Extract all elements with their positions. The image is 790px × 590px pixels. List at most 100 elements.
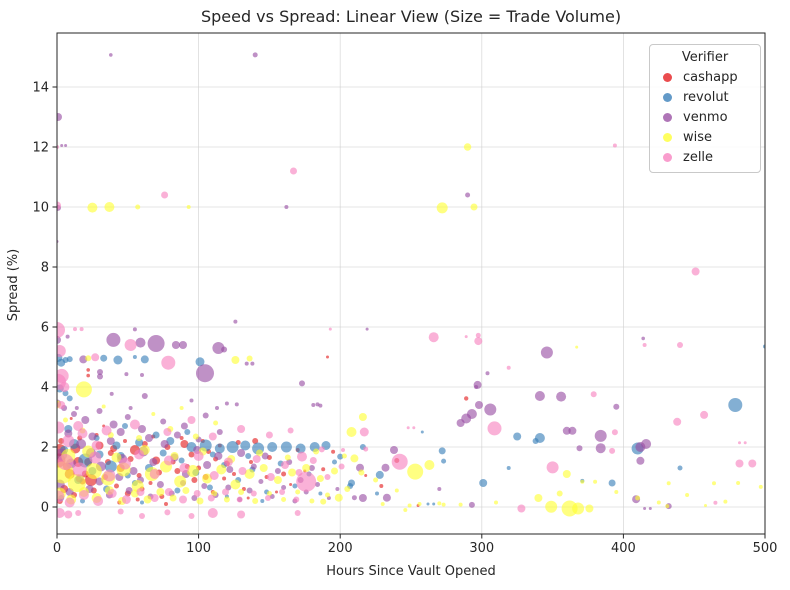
scatter-point [91, 440, 102, 451]
scatter-point [214, 452, 223, 460]
scatter-point [666, 481, 671, 486]
scatter-point [232, 472, 236, 476]
legend-title: Verifier [681, 50, 729, 65]
scatter-point [437, 487, 442, 491]
scatter-point [265, 495, 271, 501]
scatter-point [79, 355, 88, 364]
scatter-point [321, 467, 326, 472]
scatter-point [124, 339, 137, 351]
scatter-point [57, 490, 65, 503]
scatter-point [123, 439, 127, 443]
scatter-point [150, 494, 159, 502]
scatter-point [513, 432, 522, 441]
legend-item-venmo: venmo [656, 107, 754, 127]
scatter-point [403, 508, 408, 512]
scatter-point [223, 457, 233, 467]
scatter-point [311, 403, 316, 407]
scatter-point [87, 202, 98, 213]
scatter-point [226, 466, 234, 473]
scatter-point [252, 498, 259, 504]
scatter-point [595, 443, 606, 454]
scatter-point [173, 431, 181, 439]
scatter-point [517, 504, 526, 513]
scatter-point [365, 327, 369, 331]
scatter-point [107, 489, 117, 498]
scatter-point [174, 475, 187, 488]
scatter-point [373, 477, 379, 483]
scatter-point [134, 449, 145, 460]
scatter-point [561, 500, 578, 517]
scatter-point [195, 357, 205, 367]
scatter-point [79, 327, 84, 332]
scatter-point [179, 406, 184, 410]
scatter-point [484, 403, 497, 416]
scatter-point [114, 483, 119, 489]
legend-label: wise [683, 129, 713, 145]
scatter-point [135, 438, 144, 447]
scatter-point [101, 404, 106, 409]
scatter-point [149, 458, 158, 466]
scatter-point [96, 408, 103, 414]
scatter-point [299, 380, 305, 387]
scatter-point [546, 461, 559, 474]
scatter-point [106, 332, 121, 347]
scatter-point [641, 336, 645, 341]
scatter-point [75, 510, 82, 516]
scatter-point [109, 53, 113, 57]
legend-item-zelle: zelle [656, 147, 754, 167]
scatter-point [320, 498, 327, 505]
scatter-point [238, 489, 245, 495]
scatter-point [568, 426, 577, 435]
legend-marker-icon [663, 112, 672, 122]
scatter-point [122, 423, 128, 429]
scatter-point [407, 463, 424, 480]
scatter-point [458, 502, 463, 507]
legend-label: zelle [683, 149, 714, 165]
scatter-point [86, 368, 90, 372]
scatter-point [685, 493, 690, 497]
scatter-point [316, 475, 324, 482]
scatter-point [540, 346, 553, 359]
scatter-point [132, 355, 137, 359]
scatter-point [86, 373, 90, 378]
scatter-point [545, 500, 558, 513]
scatter-point [119, 457, 131, 470]
scatter-point [474, 337, 483, 346]
scatter-point [466, 409, 477, 419]
scatter-point [140, 373, 144, 377]
scatter-point [593, 479, 598, 484]
scatter-point [236, 496, 243, 503]
scatter-point [113, 355, 123, 365]
scatter-point [238, 467, 247, 475]
scatter-point [91, 353, 100, 362]
scatter-point [223, 496, 230, 503]
scatter-point [609, 447, 616, 454]
scatter-point [193, 451, 204, 461]
scatter-point [141, 393, 148, 399]
scatter-point [75, 381, 92, 398]
scatter-point [728, 398, 743, 412]
scatter-point [351, 495, 357, 501]
scatter-point [85, 355, 92, 362]
scatter-point [208, 432, 217, 441]
scatter-point [758, 484, 763, 489]
scatter-point [475, 332, 481, 338]
scatter-point [712, 481, 716, 486]
scatter-point [209, 451, 216, 458]
scatter-point [67, 474, 86, 492]
scatter-point [417, 502, 422, 506]
scatter-point [88, 432, 97, 441]
scatter-point [260, 499, 265, 503]
scatter-point [179, 495, 187, 504]
scatter-point [485, 371, 490, 376]
scatter-point [665, 504, 670, 509]
scatter-point [93, 496, 104, 506]
scatter-point [178, 457, 185, 464]
series-cashapp-points [57, 355, 469, 507]
scatter-point [326, 355, 329, 359]
scatter-point [180, 422, 188, 430]
scatter-point [201, 483, 208, 489]
scatter-point [266, 491, 272, 496]
legend-marker-icon [663, 152, 672, 162]
